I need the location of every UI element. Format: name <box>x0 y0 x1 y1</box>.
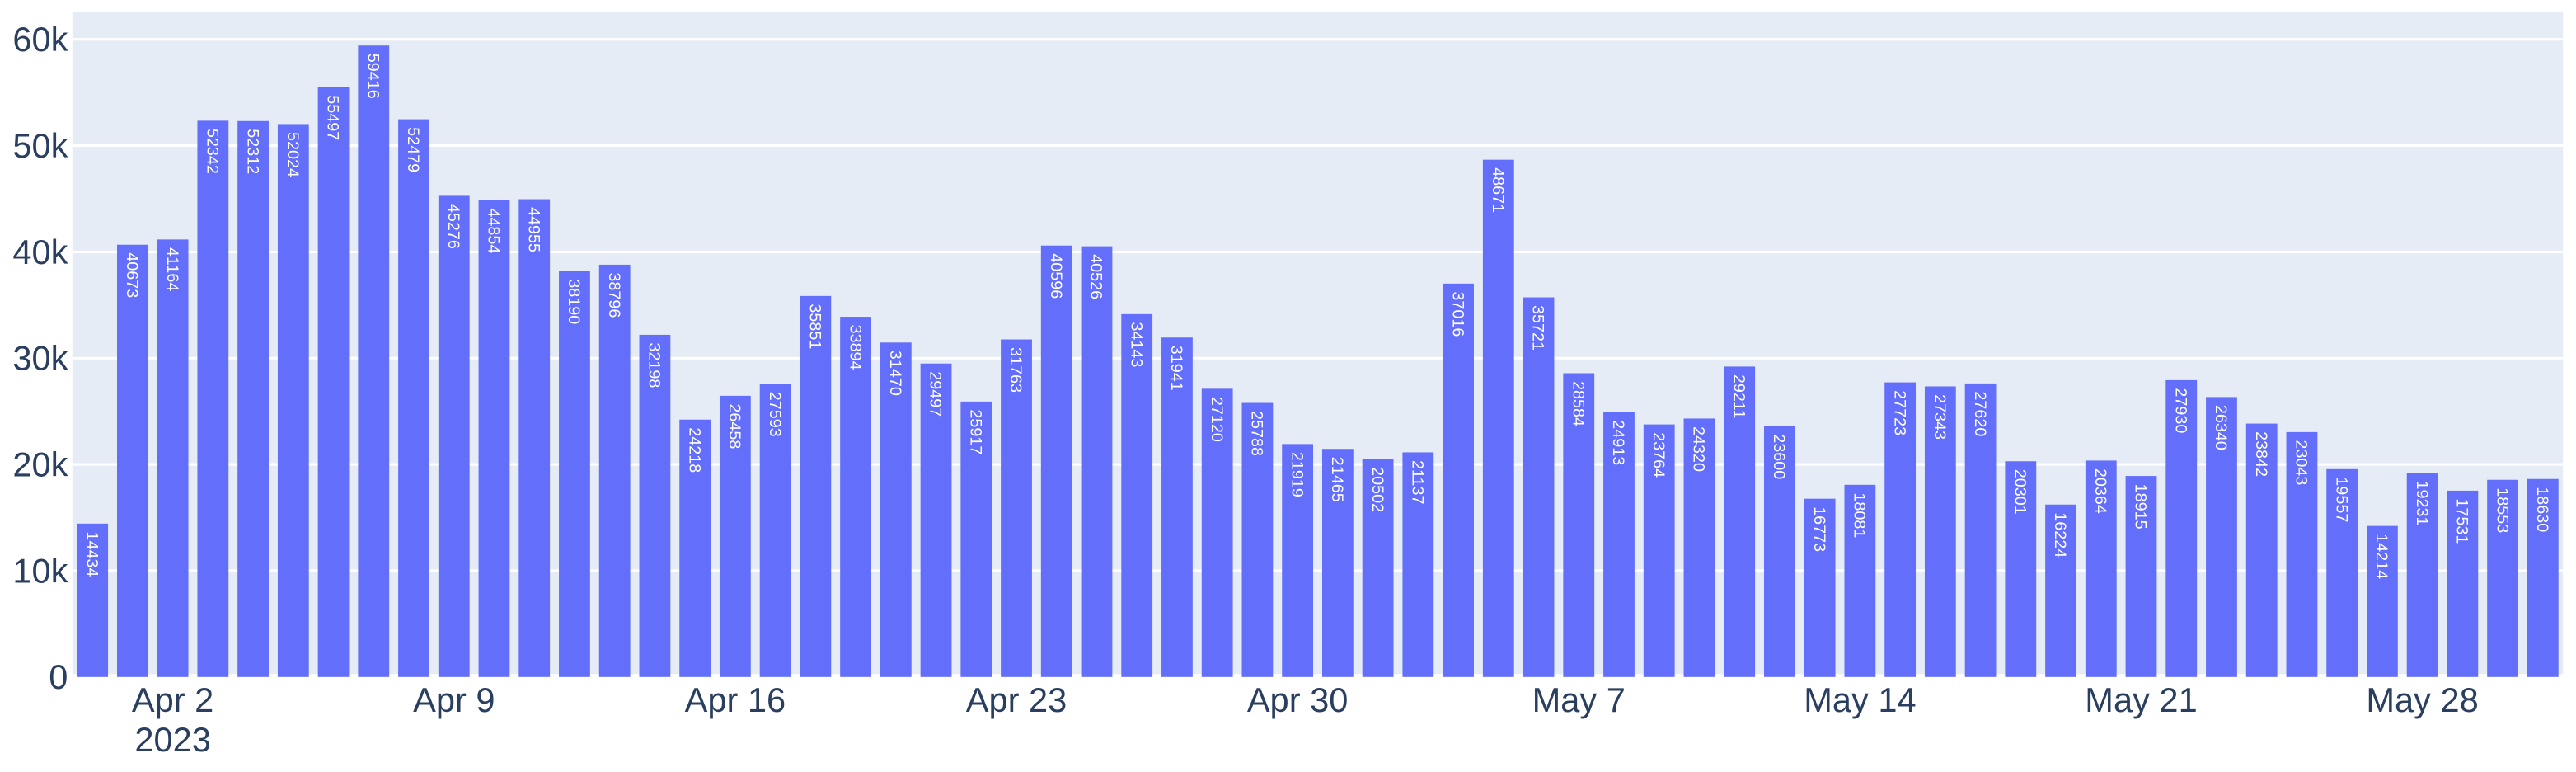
svg-text:23600: 23600 <box>1770 434 1788 479</box>
svg-text:32198: 32198 <box>645 342 664 388</box>
svg-text:52342: 52342 <box>204 129 222 174</box>
svg-text:45276: 45276 <box>444 204 462 249</box>
svg-text:23842: 23842 <box>2252 431 2270 477</box>
svg-text:50k: 50k <box>12 126 68 165</box>
svg-text:52024: 52024 <box>284 132 302 177</box>
svg-text:52312: 52312 <box>243 129 261 174</box>
svg-text:27593: 27593 <box>766 392 784 437</box>
svg-text:14434: 14434 <box>82 531 101 577</box>
svg-text:18630: 18630 <box>2533 487 2551 532</box>
svg-text:24218: 24218 <box>685 427 703 473</box>
svg-text:20364: 20364 <box>2091 468 2109 514</box>
svg-text:18553: 18553 <box>2493 487 2511 533</box>
svg-text:27343: 27343 <box>1931 394 1949 440</box>
svg-text:20k: 20k <box>12 445 68 484</box>
svg-text:31470: 31470 <box>886 351 904 396</box>
svg-text:10k: 10k <box>12 551 68 590</box>
svg-text:27120: 27120 <box>1208 397 1226 442</box>
svg-text:29211: 29211 <box>1729 374 1748 419</box>
svg-text:60k: 60k <box>12 20 68 59</box>
svg-text:Apr 30: Apr 30 <box>1247 680 1349 719</box>
svg-text:May 28: May 28 <box>2366 680 2478 719</box>
svg-text:14214: 14214 <box>2372 534 2391 579</box>
svg-text:52479: 52479 <box>404 127 422 172</box>
svg-text:24320: 24320 <box>1690 426 1708 472</box>
svg-text:23764: 23764 <box>1649 432 1668 478</box>
svg-text:May 21: May 21 <box>2085 680 2197 719</box>
svg-text:38796: 38796 <box>605 272 623 318</box>
svg-text:38190: 38190 <box>565 279 583 324</box>
svg-text:31763: 31763 <box>1006 347 1025 393</box>
svg-text:29497: 29497 <box>927 371 945 417</box>
svg-text:35851: 35851 <box>806 304 824 349</box>
svg-text:2023: 2023 <box>134 720 211 759</box>
svg-text:16224: 16224 <box>2051 512 2069 558</box>
svg-text:48671: 48671 <box>1489 167 1507 213</box>
svg-text:27723: 27723 <box>1890 390 1908 435</box>
svg-text:23043: 23043 <box>2292 440 2311 485</box>
svg-text:33894: 33894 <box>846 325 864 370</box>
svg-text:21465: 21465 <box>1328 457 1346 502</box>
svg-text:May 14: May 14 <box>1804 680 1916 719</box>
svg-text:27930: 27930 <box>2171 388 2189 433</box>
svg-text:27620: 27620 <box>1971 391 1989 436</box>
svg-text:31941: 31941 <box>1167 346 1185 391</box>
svg-text:34143: 34143 <box>1127 322 1145 367</box>
svg-text:Apr 23: Apr 23 <box>966 680 1067 719</box>
svg-text:Apr 2: Apr 2 <box>132 680 213 719</box>
svg-text:Apr 9: Apr 9 <box>413 680 495 719</box>
svg-text:25788: 25788 <box>1248 411 1266 456</box>
svg-text:20502: 20502 <box>1368 467 1387 512</box>
svg-text:41164: 41164 <box>163 247 181 292</box>
svg-text:26340: 26340 <box>2212 405 2230 450</box>
svg-text:21137: 21137 <box>1409 460 1427 505</box>
svg-text:0: 0 <box>49 657 68 696</box>
svg-text:18915: 18915 <box>2132 484 2150 530</box>
svg-text:18081: 18081 <box>1851 492 1869 538</box>
svg-text:37016: 37016 <box>1448 291 1466 337</box>
svg-text:28584: 28584 <box>1569 381 1587 426</box>
svg-text:26458: 26458 <box>725 403 744 449</box>
svg-text:40596: 40596 <box>1047 253 1065 299</box>
svg-text:40673: 40673 <box>123 252 141 298</box>
svg-text:19557: 19557 <box>2332 477 2350 522</box>
svg-text:May 7: May 7 <box>1532 680 1626 719</box>
svg-text:19231: 19231 <box>2413 481 2431 526</box>
svg-text:16773: 16773 <box>1810 506 1828 552</box>
svg-text:30k: 30k <box>12 339 68 378</box>
svg-text:Apr 16: Apr 16 <box>685 680 786 719</box>
svg-text:24913: 24913 <box>1609 420 1627 465</box>
svg-text:40526: 40526 <box>1087 254 1105 299</box>
svg-text:55497: 55497 <box>324 95 342 140</box>
svg-text:17531: 17531 <box>2453 498 2471 544</box>
svg-text:59416: 59416 <box>364 54 382 99</box>
svg-text:21919: 21919 <box>1288 452 1306 497</box>
svg-text:25917: 25917 <box>966 409 984 454</box>
svg-text:44854: 44854 <box>485 208 503 253</box>
svg-text:20301: 20301 <box>2011 469 2029 515</box>
svg-text:40k: 40k <box>12 233 68 271</box>
svg-text:35721: 35721 <box>1529 305 1547 351</box>
svg-text:44955: 44955 <box>524 207 542 252</box>
